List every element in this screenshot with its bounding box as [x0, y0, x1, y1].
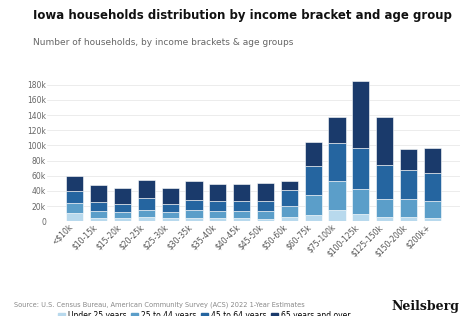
Bar	[66, 204, 83, 213]
Bar	[162, 212, 179, 218]
Bar	[185, 200, 202, 210]
Bar	[209, 184, 227, 201]
Bar	[376, 165, 393, 199]
Bar	[257, 201, 274, 211]
Bar	[137, 180, 155, 198]
Text: Source: U.S. Census Bureau, American Community Survey (ACS) 2022 1-Year Estimate: Source: U.S. Census Bureau, American Com…	[14, 301, 305, 308]
Bar	[209, 218, 227, 221]
Bar	[305, 215, 322, 221]
Bar	[162, 188, 179, 204]
Bar	[233, 211, 250, 218]
Bar	[185, 218, 202, 221]
Bar	[400, 149, 417, 170]
Bar	[400, 199, 417, 217]
Bar	[209, 201, 227, 211]
Bar	[114, 218, 131, 221]
Bar	[328, 210, 346, 221]
Bar	[305, 142, 322, 166]
Bar	[114, 204, 131, 212]
Bar	[257, 211, 274, 219]
Bar	[352, 214, 370, 221]
Bar	[114, 188, 131, 204]
Bar	[281, 181, 298, 190]
Bar	[66, 176, 83, 191]
Bar	[185, 181, 202, 200]
Bar	[400, 217, 417, 221]
Bar	[137, 210, 155, 217]
Bar	[328, 181, 346, 210]
Bar	[162, 204, 179, 212]
Bar	[424, 148, 441, 173]
Bar	[424, 218, 441, 221]
Bar	[185, 210, 202, 218]
Bar	[376, 199, 393, 217]
Bar	[424, 173, 441, 201]
Bar	[281, 206, 298, 217]
Legend: Under 25 years, 25 to 44 years, 45 to 64 years, 65 years and over: Under 25 years, 25 to 44 years, 45 to 64…	[55, 308, 354, 316]
Bar	[137, 198, 155, 210]
Bar	[137, 217, 155, 221]
Bar	[233, 218, 250, 221]
Bar	[281, 217, 298, 221]
Bar	[352, 81, 370, 148]
Bar	[90, 218, 107, 221]
Bar	[352, 189, 370, 214]
Text: Iowa households distribution by income bracket and age group: Iowa households distribution by income b…	[33, 9, 452, 22]
Bar	[281, 190, 298, 206]
Text: Neilsberg: Neilsberg	[392, 300, 460, 313]
Bar	[305, 195, 322, 215]
Bar	[233, 201, 250, 211]
Bar	[257, 183, 274, 201]
Bar	[257, 219, 274, 221]
Bar	[376, 217, 393, 221]
Bar	[114, 212, 131, 218]
Bar	[376, 117, 393, 165]
Bar	[90, 211, 107, 218]
Bar	[66, 213, 83, 221]
Bar	[328, 143, 346, 181]
Bar	[90, 185, 107, 202]
Bar	[66, 191, 83, 204]
Bar	[209, 211, 227, 218]
Bar	[305, 166, 322, 195]
Bar	[233, 184, 250, 201]
Bar	[424, 201, 441, 218]
Bar	[90, 202, 107, 211]
Bar	[352, 148, 370, 189]
Text: Number of households, by income brackets & age groups: Number of households, by income brackets…	[33, 38, 293, 47]
Bar	[328, 117, 346, 143]
Bar	[162, 218, 179, 221]
Bar	[400, 170, 417, 199]
